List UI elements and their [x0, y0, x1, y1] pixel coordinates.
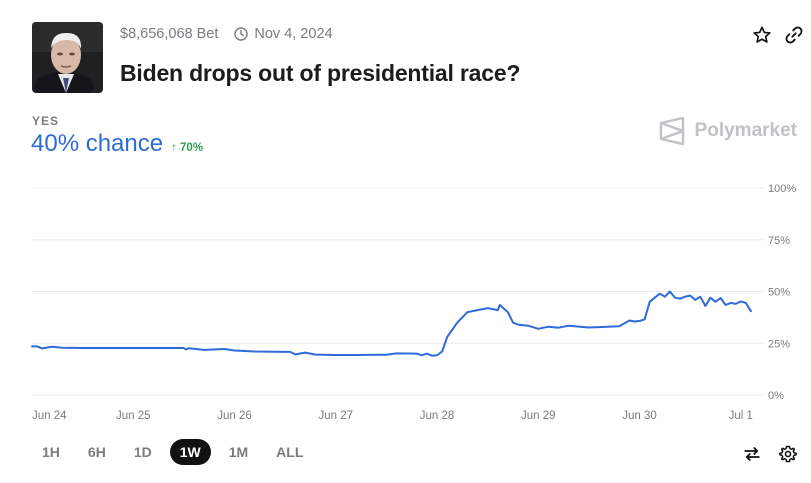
time-range-selector: 1H 6H 1D 1W 1M ALL — [32, 439, 313, 465]
chart-actions — [741, 443, 799, 465]
chance-row: 40% chance ↑ 70% — [31, 130, 203, 158]
x-tick-label: Jun 29 — [521, 410, 556, 422]
range-button-all[interactable]: ALL — [276, 444, 304, 460]
gear-icon[interactable] — [777, 443, 799, 465]
x-tick-label: Jun 28 — [420, 410, 455, 422]
x-tick-label: Jun 30 — [622, 410, 657, 422]
swap-icon[interactable] — [741, 443, 763, 465]
polymarket-logo: Polymarket — [659, 117, 797, 145]
link-icon[interactable] — [783, 24, 805, 46]
polymarket-logo-icon — [659, 117, 684, 145]
x-tick-label: Jun 26 — [217, 410, 252, 422]
range-button-1d[interactable]: 1D — [133, 444, 152, 460]
range-button-6h[interactable]: 6H — [87, 444, 106, 460]
outcome-label: YES — [32, 114, 60, 128]
range-button-1h[interactable]: 1H — [42, 444, 60, 460]
end-date: Nov 4, 2024 — [254, 26, 333, 42]
chance-change: ↑ 70% — [171, 142, 204, 154]
y-tick-label: 75% — [768, 235, 790, 247]
x-tick-label: Jun 24 — [32, 410, 67, 422]
chance-value: 40% chance — [31, 130, 164, 157]
bet-volume: $8,656,068 Bet — [120, 26, 219, 42]
market-meta: $8,656,068 Bet Nov 4, 2024 — [120, 26, 333, 42]
x-tick-label: Jun 27 — [319, 410, 354, 422]
clock-icon — [234, 27, 249, 41]
top-actions — [751, 24, 805, 46]
range-button-1m[interactable]: 1M — [228, 444, 249, 460]
range-button-1w[interactable]: 1W — [169, 439, 211, 465]
y-tick-label: 50% — [768, 287, 790, 299]
x-tick-label: Jul 1 — [729, 410, 753, 422]
probability-chart: 100% 75% 50% 25% 0% Jun 24 Jun 25 Jun 26 Jun 27 J… — [31, 183, 796, 422]
market-avatar — [32, 22, 103, 93]
y-tick-label: 25% — [768, 338, 790, 350]
market-question: Biden drops out of presidential race? — [120, 60, 521, 86]
biden-portrait-image — [32, 22, 103, 93]
series-line-0[interactable] — [31, 290, 752, 357]
x-tick-label: Jun 25 — [116, 410, 151, 422]
y-tick-label: 100% — [768, 183, 796, 195]
y-tick-label: 0% — [768, 390, 784, 402]
brand-name: Polymarket — [694, 120, 797, 141]
star-icon[interactable] — [751, 24, 773, 46]
